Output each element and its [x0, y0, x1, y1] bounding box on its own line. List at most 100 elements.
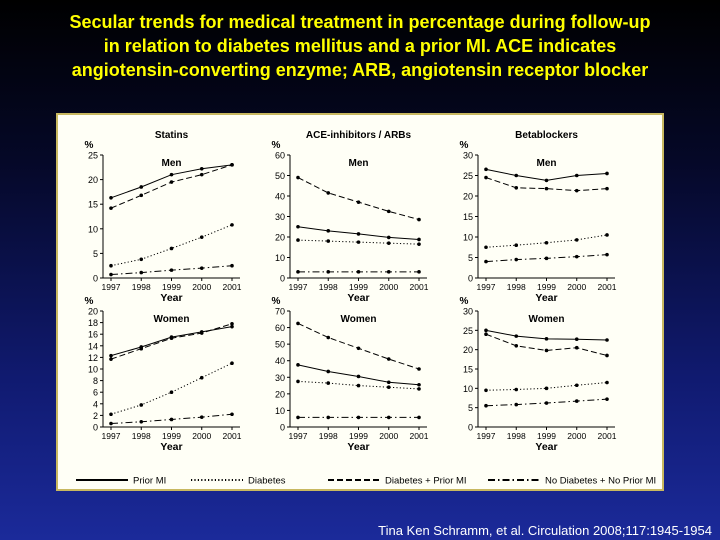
series-line — [485, 177, 608, 192]
x-tick-label: 1999 — [349, 282, 368, 292]
data-point — [605, 186, 609, 191]
y-tick-label: 0 — [93, 274, 98, 284]
x-tick-label: 1999 — [162, 282, 181, 292]
data-point — [544, 401, 549, 405]
data-point — [230, 324, 234, 329]
data-point — [574, 345, 579, 350]
data-point — [484, 388, 488, 393]
y-tick-label: 40 — [275, 192, 285, 202]
y-axis-label: % — [272, 140, 281, 151]
series-line — [110, 326, 233, 357]
y-tick-label: 18 — [88, 318, 98, 328]
y-tick-label: 10 — [463, 384, 473, 394]
data-point — [574, 254, 579, 259]
x-tick-label: 2000 — [192, 282, 211, 292]
data-point — [109, 272, 113, 277]
data-point — [544, 186, 549, 191]
y-tick-label: 5 — [468, 253, 473, 263]
x-tick-label: 1997 — [477, 431, 496, 441]
data-point — [574, 399, 579, 403]
legend-label: Diabetes + Prior MI — [385, 476, 467, 487]
data-point — [417, 217, 421, 222]
data-point — [386, 385, 391, 390]
data-point — [605, 353, 609, 358]
x-tick-label: 1998 — [132, 282, 151, 292]
y-tick-label: 0 — [468, 274, 473, 284]
y-tick-label: 30 — [275, 212, 285, 222]
x-tick-label: 1998 — [507, 282, 526, 292]
x-tick-label: 1998 — [319, 282, 338, 292]
y-tick-label: 12 — [88, 353, 98, 363]
data-point — [296, 415, 300, 420]
data-point — [230, 321, 234, 326]
chart-subtitle: Women — [341, 314, 377, 325]
y-tick-label: 60 — [275, 323, 285, 333]
x-tick-label: 2001 — [223, 431, 242, 441]
x-axis-label: Year — [160, 292, 182, 304]
y-tick-label: 30 — [463, 307, 473, 317]
data-point — [356, 240, 361, 244]
data-point — [199, 415, 204, 419]
y-tick-label: 16 — [88, 330, 98, 340]
x-tick-label: 1999 — [537, 282, 556, 292]
data-point — [230, 361, 234, 365]
y-tick-label: 10 — [275, 253, 285, 263]
data-point — [356, 232, 361, 236]
data-point — [544, 386, 549, 391]
data-point — [230, 412, 234, 417]
data-point — [574, 337, 579, 342]
data-point — [199, 331, 204, 335]
data-point — [199, 166, 204, 171]
y-tick-label: 4 — [93, 399, 98, 409]
data-point — [605, 380, 609, 385]
data-point — [326, 381, 331, 385]
data-point — [199, 172, 204, 177]
x-tick-label: 1997 — [477, 282, 496, 292]
y-tick-label: 25 — [463, 171, 473, 181]
series-line — [110, 362, 233, 415]
data-point — [605, 252, 609, 257]
data-point — [109, 353, 113, 358]
y-tick-label: 10 — [88, 365, 98, 375]
data-point — [326, 229, 331, 233]
data-point — [296, 175, 300, 180]
y-tick-label: 25 — [463, 326, 473, 336]
data-point — [417, 270, 421, 274]
data-point — [417, 237, 421, 242]
data-point — [139, 193, 144, 198]
x-tick-label: 1998 — [319, 431, 338, 441]
y-axis-label: % — [460, 140, 469, 151]
data-point — [544, 337, 549, 341]
data-point — [356, 383, 361, 388]
data-point — [484, 328, 488, 333]
data-point — [574, 383, 579, 388]
y-tick-label: 15 — [463, 365, 473, 375]
y-tick-label: 5 — [468, 403, 473, 413]
data-point — [230, 263, 234, 268]
chart-subtitle: Men — [537, 158, 557, 169]
data-point — [386, 380, 391, 385]
data-point — [326, 239, 331, 243]
data-point — [605, 338, 609, 342]
y-tick-label: 0 — [280, 274, 285, 284]
data-point — [484, 403, 488, 408]
y-tick-label: 30 — [463, 151, 473, 161]
chart-panel-1: 0 5 10 15 20 25% 1997 1998 1999 2000 2001 Year Stati… — [85, 130, 242, 304]
data-point — [386, 235, 391, 240]
data-point — [326, 191, 331, 195]
x-tick-label: 2000 — [379, 282, 398, 292]
data-point — [139, 185, 144, 189]
data-point — [514, 402, 519, 407]
data-point — [544, 178, 549, 183]
data-point — [514, 243, 519, 247]
data-point — [169, 336, 174, 341]
data-point — [139, 403, 144, 407]
data-point — [296, 270, 300, 274]
x-tick-label: 2000 — [567, 282, 586, 292]
data-point — [296, 363, 300, 367]
data-point — [230, 223, 234, 227]
legend-label: Diabetes — [248, 476, 286, 487]
series-line — [297, 177, 420, 221]
y-tick-label: 50 — [275, 171, 285, 181]
